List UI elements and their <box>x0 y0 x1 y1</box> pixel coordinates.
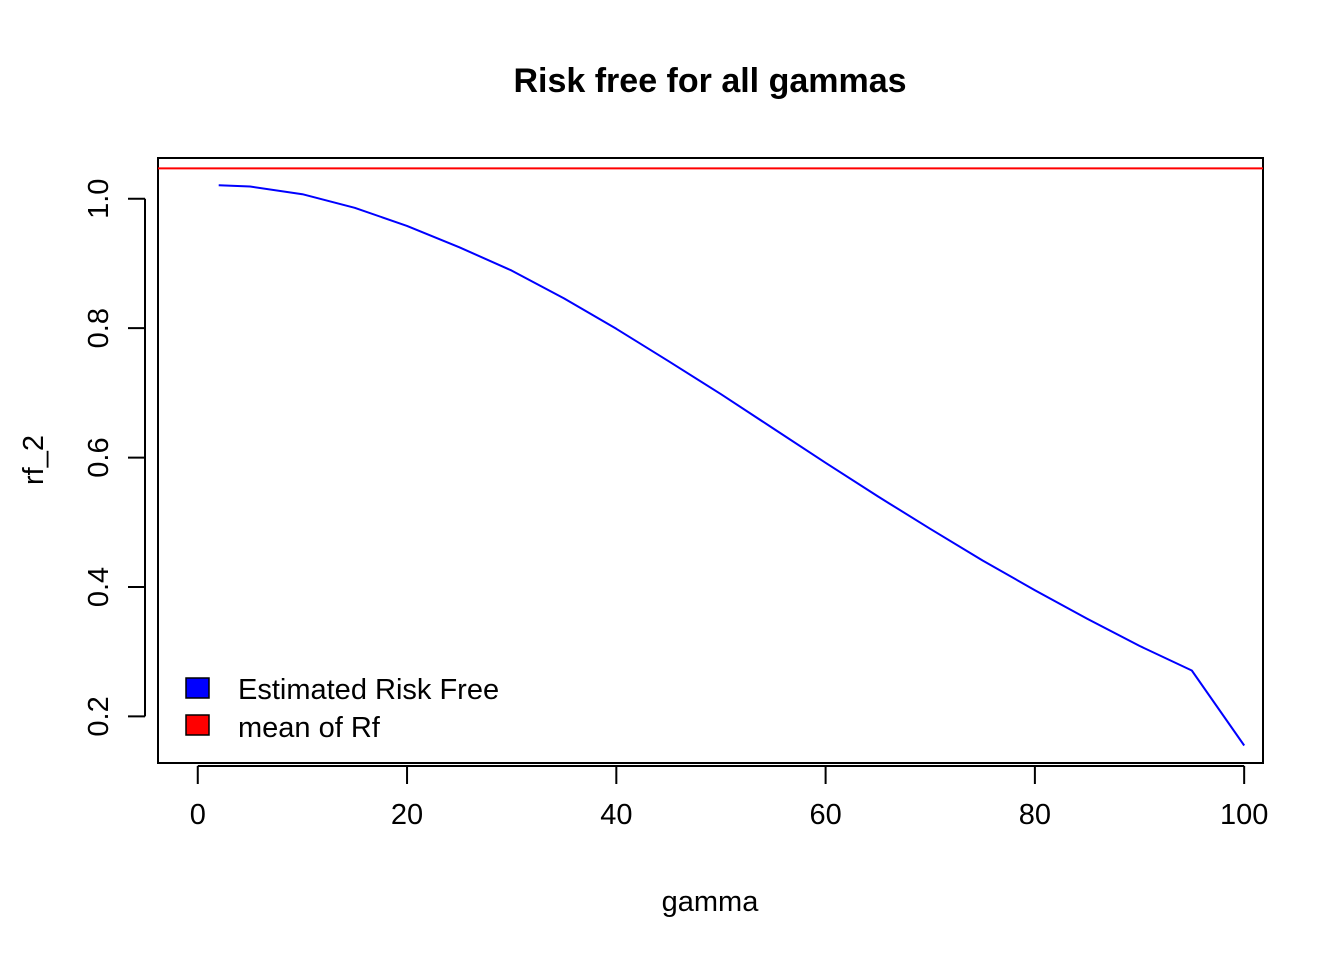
y-tick-label: 0.6 <box>83 437 115 477</box>
x-axis: 0 20 40 60 80 100 <box>190 765 1268 831</box>
x-tick-label: 20 <box>391 799 423 831</box>
chart-title: Risk free for all gammas <box>513 62 906 100</box>
estimated-risk-free-line <box>218 184 1246 747</box>
x-tick-label: 0 <box>190 799 206 831</box>
y-tick-label: 0.2 <box>83 696 115 736</box>
y-axis-title: rf_2 <box>18 435 50 485</box>
legend-swatch-estimated-risk-free <box>185 677 210 699</box>
y-axis: 0.2 0.4 0.6 0.8 1.0 <box>83 179 146 737</box>
x-tick-label: 100 <box>1220 799 1268 831</box>
y-tick-label: 0.8 <box>83 308 115 348</box>
x-tick-label: 60 <box>809 799 841 831</box>
legend-swatch-mean-of-rf <box>185 714 210 736</box>
x-tick-label: 80 <box>1019 799 1051 831</box>
plot-area <box>157 157 1264 764</box>
legend-label-mean-of-rf: mean of Rf <box>238 712 381 744</box>
legend-label-estimated-risk-free: Estimated Risk Free <box>238 674 499 706</box>
series-layer <box>158 167 1263 747</box>
x-axis-title: gamma <box>662 886 760 918</box>
x-tick-label: 40 <box>600 799 632 831</box>
legend: Estimated Risk Free mean of Rf <box>185 674 499 744</box>
y-tick-label: 0.4 <box>83 567 115 607</box>
y-tick-label: 1.0 <box>83 179 115 219</box>
